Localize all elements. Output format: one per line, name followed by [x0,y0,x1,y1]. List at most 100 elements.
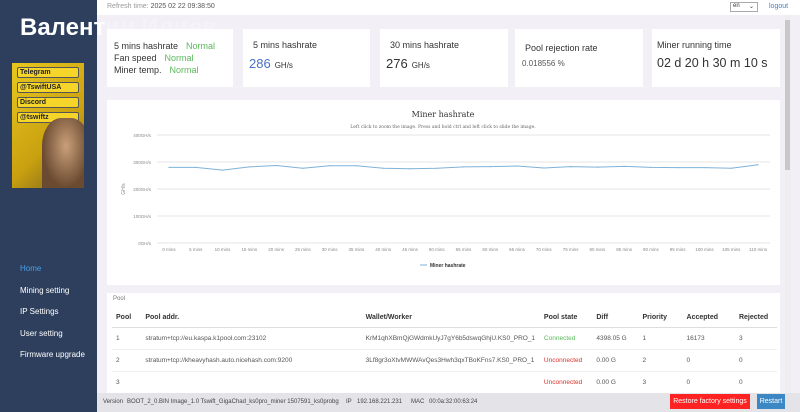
legend-label[interactable]: Miner hashrate [430,263,466,269]
status-card: 5 mins hashrate Normal Fan speed Normal Mi… [107,29,233,87]
scrollbar[interactable] [785,15,791,393]
status-row: Fan speed Normal [114,52,215,64]
sidebar-item-firmware-upgrade[interactable]: Firmware upgrade [20,350,85,359]
pool-cell: 0.00 G [592,371,639,394]
sidebar: Telegram @TswiftUSA Discord @tswiftz Hom… [0,0,97,412]
data-point [677,167,679,169]
y-axis-label: GH/s [121,183,127,195]
pool-cell: 1 [112,327,142,350]
language-select[interactable]: en ⌄ [730,2,758,12]
pool-cell: Connected [539,327,593,350]
pool-cell: Unconnected [539,349,593,372]
data-point [195,166,197,168]
pool-cell: 0 [734,371,777,394]
restore-factory-button[interactable]: Restore factory settings [670,394,750,409]
chart-title: Miner hashrate [412,110,475,119]
logout-link[interactable]: logout [769,3,789,10]
y-tick-label: 100GH/s [133,214,152,219]
status-row: Miner temp. Normal [114,64,215,76]
x-tick-label: 10 mins [215,247,232,252]
status-label: 5 mins hashrate [114,41,179,51]
ip-value: 192.168.221.231 [357,399,403,405]
x-tick-label: 25 mins [295,247,312,252]
refresh-time: Refresh time: 2025 02 22 09:38:50 [107,3,215,10]
x-tick-label: 5 mins [189,247,203,252]
data-point [329,165,331,167]
poster-image: Telegram @TswiftUSA Discord @tswiftz [12,63,84,188]
status-row: 5 mins hashrate Normal [114,40,215,52]
card-value: 276 [386,56,408,71]
hashrate-chart-card: Miner hashrate Left click to zoom the ima… [107,100,780,285]
y-tick-label: 400GH/s [133,133,152,138]
x-tick-label: 50 mins [429,247,446,252]
pool-row: 2 stratum+tcp://kheavyhash.auto.nicehash.… [112,349,777,372]
overlay-title-visible: Валент [20,14,106,41]
data-point [489,165,491,168]
data-point [275,164,277,167]
sidebar-item-user-setting[interactable]: User setting [20,328,63,338]
poster-tag: @TswiftUSA [17,82,79,93]
sidebar-item-home[interactable]: Home [20,264,42,273]
x-tick-label: 0 mins [162,247,176,252]
pool-column-header: Accepted [682,310,735,328]
pool-column-header: Pool addr. [141,310,362,328]
x-tick-label: 90 mins [643,247,660,252]
pool-cell: 0 [682,349,735,372]
pool-column-header: Diff [592,310,639,328]
pool-cell: 16173 [682,327,735,350]
x-tick-label: 110 mins [749,247,768,252]
x-tick-label: 30 mins [322,247,339,252]
data-point [730,167,732,169]
hashrate-5min-card: 5 mins hashrate 286 GH/s [243,29,370,87]
data-point [355,165,358,167]
sidebar-nav: Home Mining setting IP Settings User set… [20,264,85,372]
pool-cell [361,371,540,394]
data-point [221,169,224,171]
x-tick-label: 70 mins [536,247,553,252]
hashrate-chart[interactable]: Miner hashrate Left click to zoom the ima… [107,100,780,285]
x-tick-label: 55 mins [456,247,473,252]
chevron-down-icon: ⌄ [748,4,754,10]
data-point [596,166,598,168]
data-point [650,166,652,168]
refresh-label: Refresh time: [107,3,149,10]
status-label: Fan speed [114,53,157,63]
card-unit: GH/s [274,61,293,70]
pool-cell: 0.00 G [592,349,639,372]
pool-cell: stratum+tcp://eu.kaspa.k1pool.com:23102 [141,327,362,350]
data-point [569,165,572,168]
scrollbar-thumb[interactable] [785,20,790,170]
sidebar-item-mining-setting[interactable]: Mining setting [20,285,70,295]
pool-column-header: Pool [112,310,142,328]
pool-column-header: Priority [638,310,683,328]
pool-card: Pool Pool Pool addr. Wallet/Worker Pool sta… [107,293,780,395]
card-label: Pool rejection rate [525,43,598,53]
overlay-title: Валентин Илиев [20,14,217,42]
mac-value: 00:0a:32:00:63:24 [429,399,478,405]
pool-row: 1 stratum+tcp://eu.kaspa.k1pool.com:23102… [112,327,777,350]
footer: Version BOOT_2_0.BIN Image_1.0 Tswift_Gi… [97,393,800,412]
restart-button[interactable]: Restart [757,394,785,409]
card-label: Miner running time [657,40,732,50]
x-tick-label: 20 mins [268,247,285,252]
status-value: Normal [169,65,199,75]
pool-cell: KrM1qhXBmQjGWdmkUyJ7gY6b5dswqGhjU.KS0_PR… [361,327,540,350]
card-value: 02 d 20 h 30 m 10 s [657,56,768,70]
card-label: 30 mins hashrate [390,40,460,50]
x-tick-label: 100 mins [695,247,714,252]
y-tick-label: 0GH/s [138,241,152,246]
card-label: 5 mins hashrate [253,40,318,50]
data-point [757,164,759,166]
pool-cell: 3 [734,327,777,350]
poster-tag: @tswiftz [17,112,79,123]
sidebar-item-ip-settings[interactable]: IP Settings [20,307,59,316]
pool-cell: 2 [112,349,142,372]
pool-cell: 1 [638,327,683,350]
hashrate-30min-card: 30 mins hashrate 276 GH/s [380,29,508,87]
data-point [436,167,438,169]
language-value: en [733,3,740,9]
card-value: 286 [249,56,271,71]
pool-cell [141,371,362,394]
data-point [543,167,545,169]
x-tick-label: 105 mins [722,247,741,252]
